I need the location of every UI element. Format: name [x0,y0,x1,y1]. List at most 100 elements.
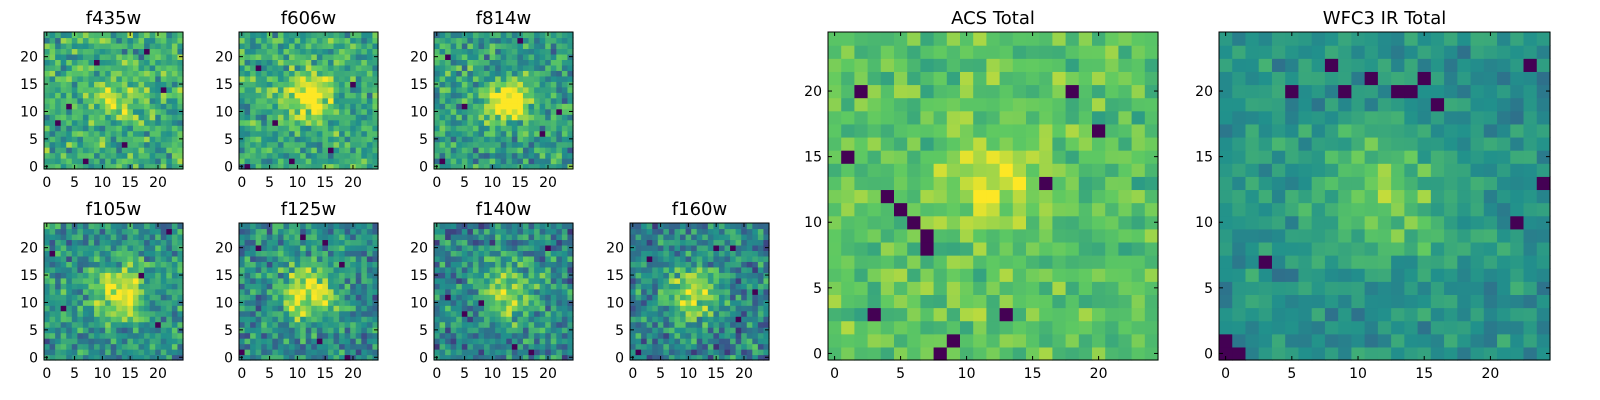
heatmap-cell [511,228,518,235]
heatmap-cell [116,288,123,295]
heatmap-cell [489,288,496,295]
heatmap-cell [49,223,56,230]
heatmap-cell [344,343,351,350]
heatmap-cell [166,343,173,350]
heatmap-cell [361,272,368,279]
heatmap-cell [1026,228,1040,243]
heatmap-cell [333,92,340,99]
heatmap-cell [1105,163,1119,177]
heatmap-cell [668,250,676,257]
heatmap-cell [160,299,167,306]
heatmap-cell [300,310,307,317]
heatmap-cell [567,42,574,50]
heatmap-cell [1078,215,1093,230]
heatmap-cell [707,277,714,284]
heatmap-cell [434,266,441,273]
heatmap-cell [663,223,670,230]
heatmap-cell [361,354,368,361]
heatmap-cell [960,241,974,256]
heatmap-cell [155,288,162,295]
heatmap-cell [635,338,642,345]
heatmap-cell [456,42,463,50]
heatmap-cell [55,266,62,273]
heatmap-cell [434,158,441,165]
heatmap-cell [456,86,463,93]
heatmap-cell [456,103,463,110]
heatmap-cell [171,327,179,334]
heatmap-cell [517,228,524,235]
heatmap-cell [556,272,563,279]
heatmap-cell [99,130,106,137]
heatmap-cell [724,294,731,301]
heatmap-cell [500,59,507,66]
heatmap-cell [880,228,895,243]
heatmap-cell [467,327,474,334]
heatmap-cell [724,233,731,241]
heatmap-cell [500,294,507,301]
heatmap-cell [138,250,145,257]
heatmap-cell [484,272,491,279]
heatmap-cell [880,202,895,217]
heatmap-cell [556,316,563,323]
heatmap-cell [160,59,167,66]
heatmap-cell [445,42,452,50]
heatmap-cell [160,250,167,257]
heatmap-cell [333,119,340,126]
heatmap-cell [484,244,491,251]
heatmap-cell [372,233,379,241]
heatmap-cell [867,255,882,269]
heatmap-cell [132,327,140,334]
heatmap-cell [311,294,318,301]
heatmap-cell [132,239,140,246]
heatmap-cell [121,163,128,170]
heatmap-cell [132,70,140,77]
heatmap-cell [657,316,664,323]
heatmap-cell [272,53,279,60]
heatmap-cell [702,277,709,284]
heatmap-cell [305,305,312,312]
heatmap-cell [144,86,151,93]
heatmap-cell [517,244,524,251]
heatmap-cell [110,97,117,104]
heatmap-cell [88,86,95,93]
heatmap-cell [71,125,78,132]
heatmap-cell [718,349,726,356]
heatmap-cell [500,48,507,55]
heatmap-cell [495,338,502,345]
heatmap-cell [652,299,659,306]
heatmap-cell [372,283,379,290]
heatmap-cell [500,53,507,60]
heatmap-cell [294,147,301,154]
heatmap-cell [49,343,56,350]
heatmap-cell [713,272,720,279]
heatmap-cells [630,223,770,361]
heatmap-cell [652,316,659,323]
heatmap-cell [907,215,921,230]
heatmap-cell [44,349,51,356]
heatmap-cell [250,244,257,251]
heatmap-cell [283,338,290,345]
heatmap-cell [461,119,468,126]
heatmap-cell [105,147,112,154]
heatmap-cell [66,261,73,268]
heatmap-cell [99,244,106,251]
heatmap-cell [1052,163,1067,177]
heatmap-cell [1105,281,1119,295]
heatmap-cell [294,64,301,71]
heatmap-cell [339,272,346,279]
heatmap-cell [77,283,84,290]
heatmap-cell [456,147,463,154]
heatmap-cell [960,215,974,230]
heatmap-cell [116,294,123,301]
heatmap-cell [155,277,162,284]
heatmap-cell [166,32,173,39]
heatmap-cell [255,310,262,317]
heatmap-cell [289,343,296,350]
heatmap-cell [339,53,346,60]
heatmap-cell [71,86,78,93]
heatmap-cell [166,261,173,268]
heatmap-cell [366,283,374,290]
heatmap-cell [110,136,117,143]
heatmap-cell [933,189,948,204]
heatmap-cell [456,349,463,356]
